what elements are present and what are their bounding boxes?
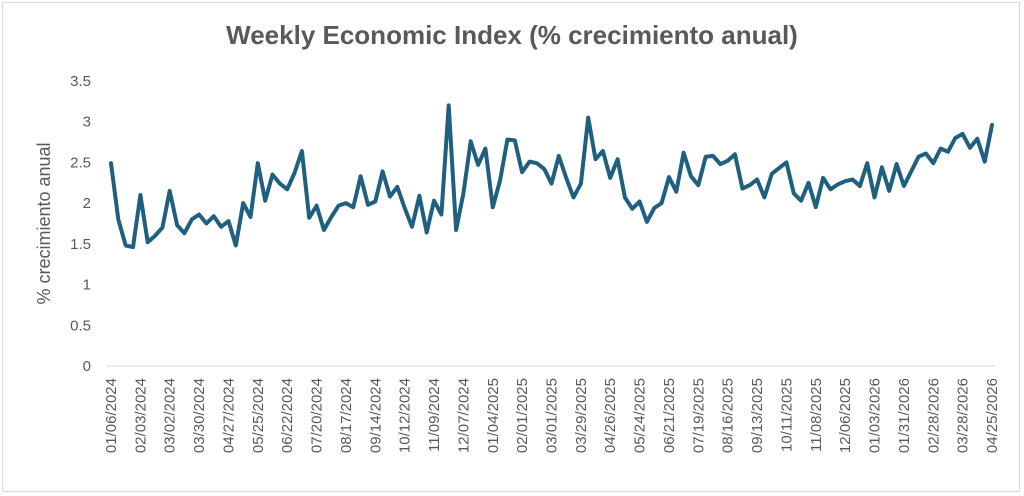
- x-tick-label: 11/09/2024: [426, 378, 443, 452]
- chart-title: Weekly Economic Index (% crecimiento anu…: [226, 20, 798, 50]
- x-tick-label: 12/07/2024: [455, 378, 472, 453]
- x-tick-label: 02/01/2025: [514, 378, 531, 453]
- x-tick-label: 07/20/2024: [309, 378, 326, 453]
- x-tick-label: 01/06/2024: [103, 378, 120, 453]
- x-tick-label: 04/26/2025: [602, 378, 619, 453]
- x-tick-label: 06/22/2024: [279, 378, 296, 453]
- y-tick-label: 3: [83, 114, 91, 131]
- x-tick-label: 02/28/2026: [925, 378, 942, 453]
- x-tick-label: 10/11/2025: [778, 378, 795, 452]
- x-tick-label: 09/14/2024: [367, 378, 384, 453]
- y-tick-label: 1.5: [70, 236, 91, 253]
- x-tick-label: 06/21/2025: [661, 378, 678, 453]
- x-tick-label: 07/19/2025: [690, 378, 707, 453]
- y-tick-label: 0: [83, 358, 91, 375]
- x-tick-label: 09/13/2025: [749, 378, 766, 453]
- x-tick-label: 05/25/2024: [250, 378, 267, 453]
- x-tick-label: 01/03/2026: [867, 378, 884, 453]
- y-tick-label: 2: [83, 195, 91, 212]
- y-axis-title: % crecimiento anual: [34, 142, 54, 304]
- y-tick-label: 2.5: [70, 154, 91, 171]
- x-tick-label: 01/04/2025: [485, 378, 502, 453]
- x-tick-label: 03/29/2025: [573, 378, 590, 453]
- x-tick-label: 04/25/2026: [984, 378, 1001, 453]
- x-tick-label: 10/12/2024: [397, 378, 414, 453]
- x-tick-label: 04/27/2024: [220, 378, 237, 453]
- x-tick-label: 03/28/2026: [955, 378, 972, 453]
- x-tick-label: 03/30/2024: [191, 378, 208, 453]
- series-line: [109, 103, 994, 250]
- x-tick-label: 05/24/2025: [632, 378, 649, 453]
- x-tick-label: 11/08/2025: [808, 378, 825, 452]
- y-tick-label: 0.5: [70, 317, 91, 334]
- x-tick-label: 01/31/2026: [896, 378, 913, 453]
- x-tick-label: 08/17/2024: [338, 378, 355, 453]
- y-tick-label: 1: [83, 277, 91, 294]
- y-tick-label: 3.5: [70, 73, 91, 90]
- x-tick-label: 03/02/2024: [162, 378, 179, 453]
- x-tick-label: 02/03/2024: [132, 378, 149, 453]
- x-tick-label: 12/06/2025: [837, 378, 854, 453]
- x-tick-label: 08/16/2025: [720, 378, 737, 453]
- x-tick-label: 03/01/2025: [544, 378, 561, 453]
